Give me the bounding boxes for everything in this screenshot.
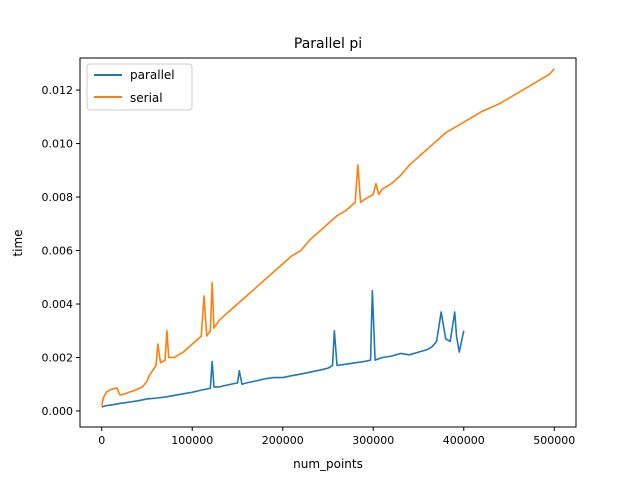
y-tick-label: 0.008 bbox=[42, 191, 74, 204]
y-tick-label: 0.002 bbox=[42, 351, 74, 364]
y-tick-label: 0.012 bbox=[42, 84, 74, 97]
y-tick-label: 0.000 bbox=[42, 405, 74, 418]
y-axis-label: time bbox=[11, 229, 25, 256]
y-tick-label: 0.010 bbox=[42, 138, 74, 151]
x-tick-label: 500000 bbox=[533, 434, 575, 447]
x-tick-label: 0 bbox=[98, 434, 105, 447]
legend: parallel serial bbox=[86, 63, 193, 111]
x-tick-label: 200000 bbox=[262, 434, 304, 447]
x-tick-label: 300000 bbox=[352, 434, 394, 447]
series-line-parallel bbox=[101, 289, 465, 408]
plot-lines bbox=[100, 68, 555, 408]
legend-label-serial: serial bbox=[130, 91, 163, 105]
legend-label-parallel: parallel bbox=[130, 68, 175, 82]
x-axis-label: num_points bbox=[293, 457, 363, 471]
x-tick-label: 100000 bbox=[171, 434, 213, 447]
plot-frame bbox=[79, 57, 577, 428]
series-line-serial bbox=[100, 68, 555, 406]
x-axis-ticks: 0 100000 200000 300000 400000 500000 bbox=[98, 427, 575, 447]
chart-title: Parallel pi bbox=[294, 36, 362, 52]
y-tick-label: 0.004 bbox=[42, 298, 74, 311]
y-axis-ticks: 0.000 0.002 0.004 0.006 0.008 0.010 0.012 bbox=[42, 84, 80, 418]
y-tick-label: 0.006 bbox=[42, 245, 74, 258]
x-tick-label: 400000 bbox=[443, 434, 485, 447]
